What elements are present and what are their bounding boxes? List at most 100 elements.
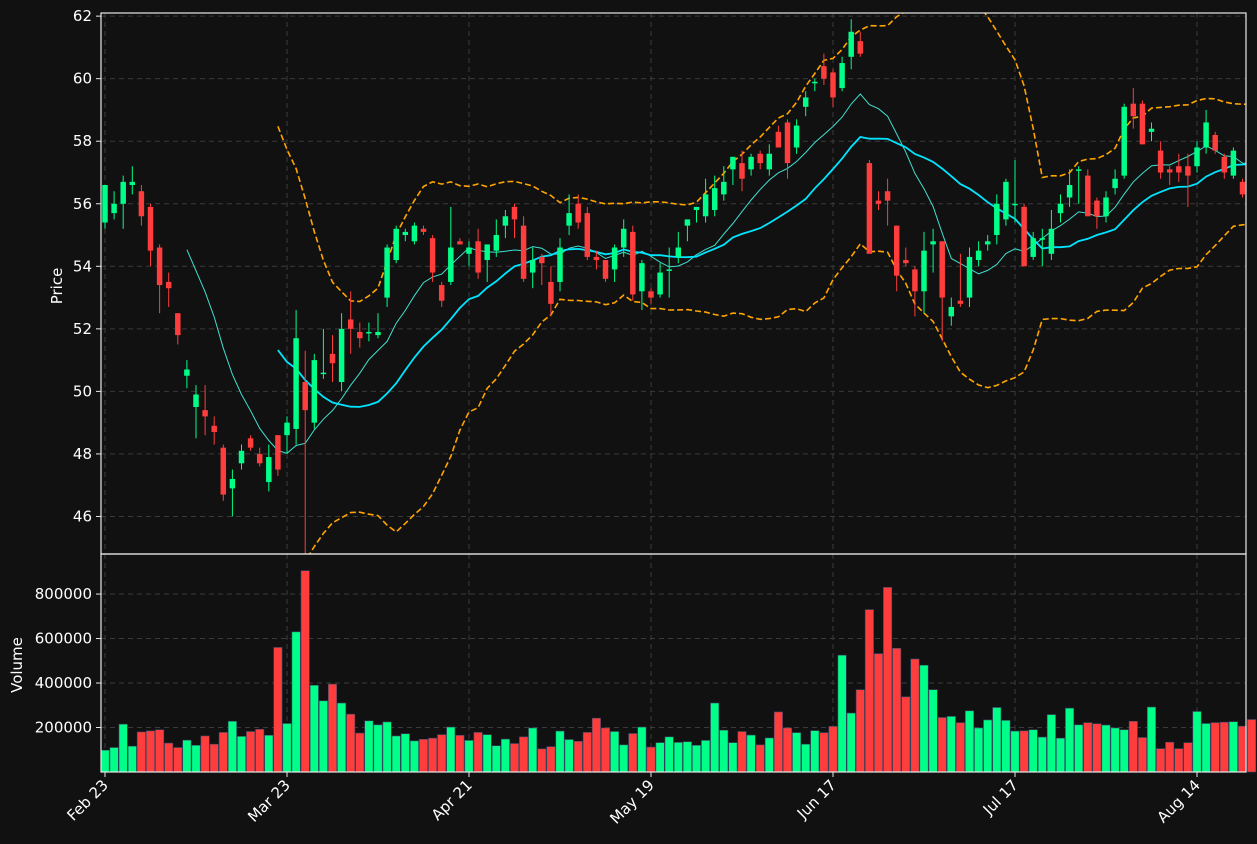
volume-bar: [855, 689, 865, 773]
candle-body: [757, 153, 763, 164]
candle-body: [557, 247, 563, 282]
volume-bar: [710, 702, 720, 773]
volume-bar: [682, 741, 692, 773]
volume-bar: [619, 744, 629, 773]
candle-body: [229, 478, 236, 489]
candle-body: [311, 360, 318, 423]
upper-band-line: [277, 13, 1246, 303]
volume-bar: [446, 726, 456, 773]
candle-body: [475, 241, 481, 273]
volume-bar: [309, 684, 319, 773]
price-tick-label: 48: [73, 445, 92, 463]
candle-body: [1048, 228, 1055, 254]
volume-bar: [992, 707, 1002, 773]
volume-bar: [1247, 719, 1257, 773]
candle-body: [1194, 147, 1200, 167]
candle-body: [675, 247, 682, 257]
volume-bar: [364, 720, 374, 773]
volume-bar: [182, 739, 192, 773]
volume-bar: [974, 727, 984, 773]
volume-bar: [783, 727, 792, 773]
candle-body: [1103, 197, 1109, 217]
candle-body: [393, 228, 399, 261]
short-moving-average-line: [186, 93, 1246, 454]
candle-body: [448, 247, 454, 282]
volume-bar: [1101, 724, 1111, 773]
candle-body: [939, 241, 945, 298]
candle-body: [1021, 206, 1027, 267]
volume-bar: [1165, 741, 1175, 773]
volume-bar: [291, 631, 301, 773]
candle-body: [175, 313, 181, 336]
volume-bar: [564, 739, 574, 773]
candle-body: [1039, 238, 1046, 240]
candle-body: [1003, 181, 1009, 220]
candle-body: [529, 260, 536, 273]
candle-body: [211, 425, 217, 433]
candle-body: [620, 228, 627, 248]
volume-bar: [637, 726, 647, 773]
candle-body: [420, 228, 427, 232]
volume-bar: [819, 732, 829, 773]
candle-body: [1139, 103, 1146, 145]
candle-body: [857, 41, 864, 54]
candle-body: [275, 435, 281, 470]
volume-bar: [337, 702, 347, 773]
volume-bar: [701, 740, 711, 773]
candle-body: [266, 457, 272, 483]
volume-bar: [773, 711, 783, 773]
candle-body: [520, 225, 527, 279]
volume-bar: [318, 700, 328, 773]
volume-bar: [300, 570, 310, 773]
volume-bar: [646, 746, 656, 773]
candle-body: [921, 250, 927, 292]
volume-bar: [837, 654, 847, 773]
volume-bars: [100, 570, 1257, 773]
volume-bar: [382, 721, 392, 773]
volume-bar: [136, 731, 146, 773]
volume-bar: [1010, 730, 1020, 773]
volume-bar: [610, 731, 620, 773]
candle-body: [602, 260, 609, 279]
volume-bar: [1147, 706, 1156, 773]
candle-body: [284, 422, 290, 436]
candle-body: [1075, 169, 1082, 171]
volume-bar: [118, 723, 128, 773]
candle-body: [411, 225, 418, 242]
candle-body: [657, 272, 663, 295]
volume-bar: [264, 734, 274, 773]
candle-body: [830, 72, 836, 98]
candle-body: [711, 188, 718, 211]
candle-body: [548, 281, 554, 304]
candle-body: [329, 353, 336, 364]
candle-body: [1239, 181, 1246, 195]
candle-body: [1148, 128, 1155, 132]
candle-body: [1085, 175, 1091, 217]
candle-body: [438, 285, 445, 301]
volume-panel-frame: [100, 553, 1247, 773]
volume-bar: [282, 723, 292, 773]
volume-bar: [419, 738, 428, 773]
volume-bar: [227, 720, 237, 773]
volume-bar: [601, 727, 610, 773]
candle-body: [1030, 238, 1036, 257]
volume-bar: [892, 648, 902, 773]
candles: [102, 19, 1246, 554]
volume-bar: [246, 731, 256, 773]
candle-body: [957, 300, 964, 304]
volume-bar: [1056, 737, 1065, 773]
candle-body: [566, 213, 572, 226]
candle-body: [821, 66, 827, 79]
candle-body: [766, 153, 773, 170]
candle-body: [966, 256, 973, 298]
volume-bar: [746, 734, 756, 773]
volume-bar: [218, 732, 228, 773]
candle-body: [1212, 134, 1218, 151]
volume-bar: [828, 726, 838, 773]
candle-body: [793, 125, 800, 148]
volume-bar: [255, 728, 265, 773]
candle-body: [975, 250, 982, 261]
candle-body: [812, 81, 818, 84]
price-tick-label: 50: [73, 382, 92, 400]
volume-bar: [528, 727, 538, 773]
